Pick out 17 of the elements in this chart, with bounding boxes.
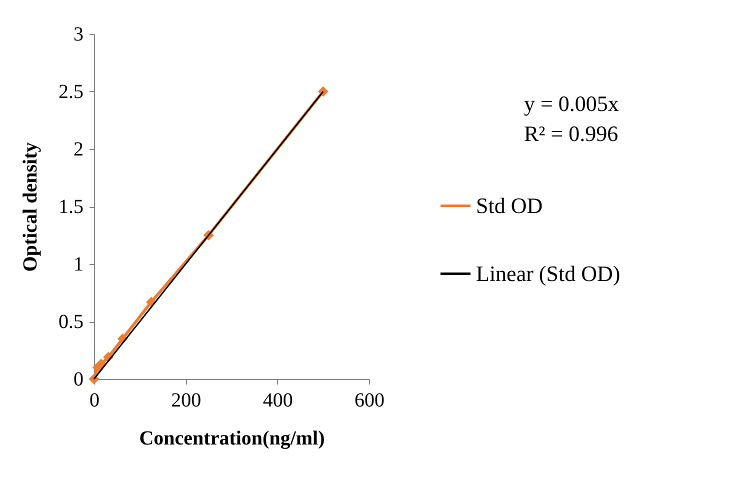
y-tick-label: 2 bbox=[74, 138, 84, 160]
legend-label: Std OD bbox=[476, 192, 543, 218]
y-tick-label: 1 bbox=[74, 254, 84, 276]
x-tick-label: 400 bbox=[262, 390, 293, 412]
x-tick-label: 600 bbox=[354, 390, 384, 412]
x-tick-label: 0 bbox=[90, 390, 100, 412]
y-tick-label: 1.5 bbox=[58, 196, 84, 218]
text: y = 0.005x bbox=[524, 91, 619, 116]
x-tick-label: 200 bbox=[171, 390, 202, 412]
y-tick-label: 2.5 bbox=[58, 81, 84, 103]
legend-label: Linear (Std OD) bbox=[476, 260, 620, 286]
text: R² = 0.996 bbox=[524, 121, 618, 146]
x-axis-title: Concentration(ng/ml) bbox=[139, 428, 325, 450]
y-axis-title: Optical density bbox=[20, 142, 42, 272]
y-tick-label: 0.5 bbox=[58, 311, 84, 333]
y-tick-label: 3 bbox=[74, 24, 84, 46]
y-tick-label: 0 bbox=[74, 368, 84, 390]
